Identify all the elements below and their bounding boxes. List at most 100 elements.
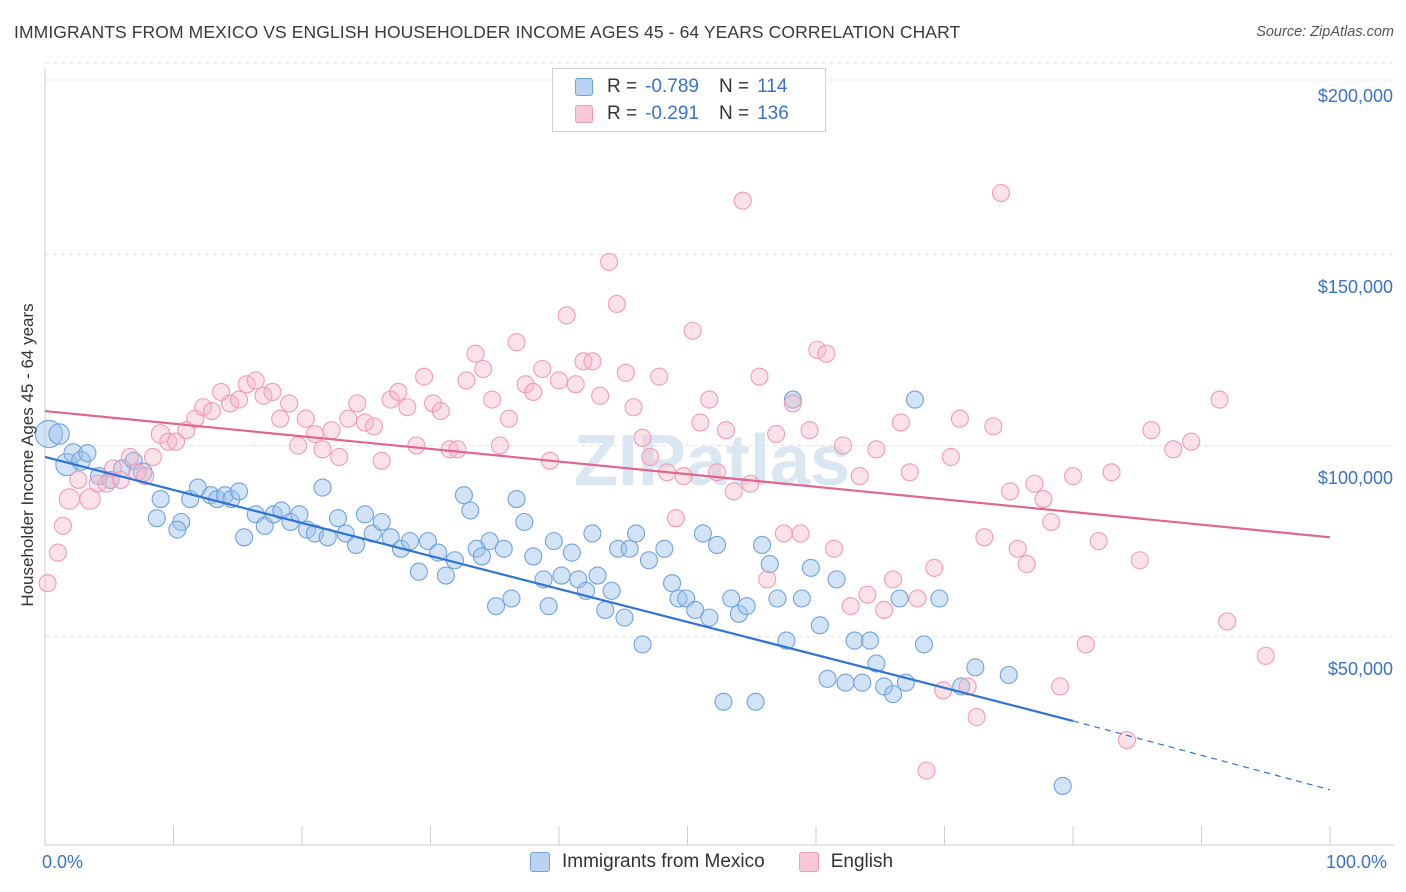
point-english [415,367,434,386]
legend-item-mexico[interactable]: Immigrants from Mexico [530,851,765,873]
point-mexico [708,535,727,555]
point-english [683,321,702,340]
point-mexico [810,616,829,635]
point-english [389,382,408,402]
point-english [237,375,256,394]
point-mexico [801,558,820,577]
point-english [364,417,384,436]
point-mexico [777,631,796,650]
point-english [800,421,819,440]
point-english [850,467,869,486]
point-english [1042,512,1061,532]
point-mexico [905,390,924,409]
point-english [650,367,669,386]
point-mexico [454,486,473,505]
point-english [1130,551,1149,570]
point-mexico [722,589,741,608]
legend-swatch-mexico [575,78,593,96]
point-english [159,432,178,451]
point-english [1218,612,1237,631]
point-mexico [999,665,1018,685]
point-mexico [602,581,621,600]
legend-row-english: R = -0.291 N = 136 [575,101,789,127]
point-mexico [596,600,615,620]
point-mexico [669,589,688,608]
legend-n-value-mexico: 114 [757,76,788,97]
legend-item-english[interactable]: English [798,851,893,873]
point-english [908,589,927,608]
point-mexico [633,635,652,654]
x-axis-min-label: 0.0% [42,852,84,872]
point-mexico [507,489,526,509]
point-english [741,474,760,493]
point-mexico [818,669,837,688]
y-tick-label-100000: $100,000 [1317,468,1393,488]
point-english [330,447,349,467]
point-mexico [48,423,70,445]
y-tick-label-150000: $150,000 [1317,277,1393,297]
point-mexico [328,509,348,528]
point-mexico [783,390,802,409]
point-mexico [229,482,249,501]
point-english [758,570,777,589]
point-english [524,382,543,402]
point-english [1210,390,1229,409]
point-mexico [845,631,864,650]
point-english [566,375,585,394]
point-english [808,340,827,359]
point-mexico [552,566,571,585]
y-axis-title: Householder Income Ages 45 - 64 years [18,303,37,607]
point-english [1076,635,1095,654]
legend-r-label: R = [607,103,638,124]
point-mexico [627,524,646,543]
point-english [1000,482,1020,501]
point-english [833,436,853,455]
point-english [674,467,693,486]
point-english [967,708,986,727]
point-mexico [461,501,480,520]
point-mexico [827,570,846,589]
point-english [934,681,953,700]
trend-line-mexico [44,455,1074,722]
point-english [875,600,894,620]
point-mexico [480,532,499,551]
point-mexico [890,589,909,608]
point-english [700,390,719,409]
point-english [254,386,273,405]
point-mexico [63,443,84,464]
point-english [817,344,836,363]
point-english [624,398,643,417]
point-mexico [313,478,332,497]
point-mexico [147,509,166,528]
point-english [483,390,502,409]
point-english [431,402,450,421]
series-mexico-points [34,390,1072,795]
legend-n-label: N = [718,103,750,124]
legend-n-label: N = [718,76,750,97]
point-mexico [502,589,521,608]
point-mexico [372,512,391,532]
point-english [1051,677,1070,696]
point-english [313,440,332,459]
y-tick-label-200000: $200,000 [1317,86,1393,106]
point-mexico [914,635,933,654]
point-english [884,570,903,589]
point-english [474,359,493,379]
point-mexico [966,658,985,677]
point-english [841,597,860,616]
legend-r-value-english: -0.291 [645,103,699,124]
point-english [1034,489,1053,509]
point-english [716,421,736,440]
point-mexico [615,608,634,627]
point-english [917,761,936,780]
point-english [305,424,324,444]
point-english [38,574,57,593]
point-mexico [693,524,712,543]
point-english [1102,463,1121,482]
y-tick-label-50000: $50,000 [1327,659,1393,679]
point-mexico [168,520,187,539]
legend-swatch-english [798,852,819,872]
point-mexico [867,654,886,673]
point-english [858,585,877,604]
